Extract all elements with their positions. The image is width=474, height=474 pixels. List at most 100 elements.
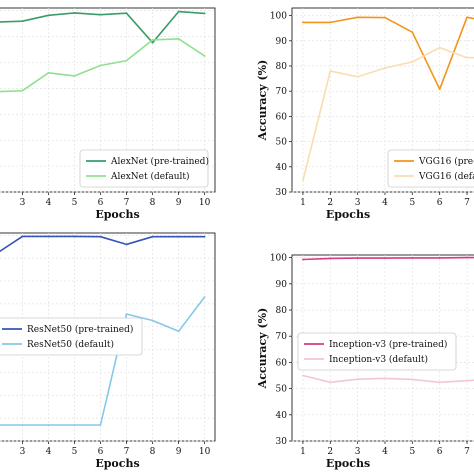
data-point: [99, 424, 102, 426]
x-tick-label: 3: [20, 447, 26, 457]
x-axis-title: Epochs: [95, 457, 139, 470]
legend-box: [79, 149, 209, 188]
legend-entry: VGG16 (pre-trained): [418, 156, 474, 167]
data-point: [125, 12, 128, 15]
legend-entry: Inception-v3 (default): [329, 354, 428, 365]
series-line-pretrained: [302, 256, 474, 261]
legend-box: [297, 332, 457, 371]
data-point: [47, 235, 50, 238]
y-tick-label: 100: [270, 12, 287, 22]
data-point: [99, 13, 102, 16]
x-tick-label: 4: [382, 198, 388, 208]
data-point: [411, 256, 414, 259]
y-tick-label: 80: [276, 62, 288, 72]
x-tick-label: 10: [199, 447, 211, 457]
series-line-default: [302, 46, 474, 181]
series-line-default: [302, 374, 474, 384]
data-point: [411, 61, 414, 63]
data-point: [125, 313, 128, 316]
data-point: [356, 257, 359, 260]
data-point: [356, 75, 359, 78]
data-point: [302, 179, 304, 182]
data-point: [151, 235, 154, 238]
data-point: [302, 258, 304, 261]
data-point: [302, 21, 304, 24]
data-point: [151, 41, 154, 44]
data-point: [384, 16, 386, 19]
y-tick-label: 80: [276, 306, 288, 316]
x-tick-label: 5: [409, 198, 415, 208]
data-point: [329, 21, 332, 24]
data-point: [302, 374, 304, 377]
data-point: [125, 243, 128, 246]
data-point: [203, 55, 206, 57]
x-tick-label: 7: [124, 447, 130, 457]
data-point: [177, 10, 180, 13]
data-point: [466, 379, 468, 382]
y-tick-label: 60: [276, 358, 288, 368]
series-line-pretrained: [0, 10, 205, 44]
x-tick-label: 8: [150, 198, 156, 208]
data-point: [177, 37, 180, 40]
legend-entry: ResNet50 (default): [27, 339, 114, 350]
y-axis-title: Accuracy (%): [256, 308, 269, 390]
series-line-default: [0, 37, 206, 93]
series-line-default: [0, 296, 206, 426]
y-tick-label: 50: [276, 138, 288, 148]
data-point: [356, 16, 359, 19]
x-tick-label: 5: [409, 447, 415, 457]
data-point: [47, 14, 50, 17]
x-tick-label: 4: [46, 447, 52, 457]
legend-box: [387, 149, 474, 188]
data-point: [203, 12, 206, 15]
x-tick-label: 3: [20, 198, 26, 208]
x-tick-label: 1: [300, 447, 306, 457]
data-point: [411, 31, 414, 34]
x-tick-label: 6: [437, 447, 443, 457]
x-tick-label: 7: [464, 198, 470, 208]
series-line-pretrained: [302, 16, 474, 90]
x-tick-label: 2: [327, 447, 333, 457]
legend-box: [0, 317, 143, 356]
data-point: [438, 88, 441, 91]
legend-entry: AlexNet (pre-trained): [110, 156, 209, 167]
data-point: [438, 256, 441, 259]
data-point: [384, 67, 386, 69]
data-point: [438, 46, 441, 49]
x-tick-label: 1: [300, 198, 306, 208]
x-tick-label: 5: [72, 198, 78, 208]
legend-entry: VGG16 (default): [418, 171, 474, 182]
x-tick-label: 10: [199, 198, 211, 208]
x-axis-title: Epochs: [326, 457, 370, 470]
x-tick-label: 6: [98, 447, 104, 457]
y-tick-label: 50: [276, 385, 288, 395]
chart-panel-bottom-left: 12345678910EpochsResNet50 (pre-trained)R…: [0, 232, 216, 470]
data-point: [47, 71, 50, 74]
x-tick-label: 9: [176, 198, 182, 208]
data-point: [73, 424, 76, 426]
data-point: [177, 330, 180, 333]
data-point: [466, 256, 468, 259]
data-point: [21, 89, 24, 92]
data-point: [177, 235, 180, 238]
x-tick-label: 9: [176, 447, 182, 457]
data-point: [466, 56, 468, 59]
data-point: [384, 257, 386, 260]
y-tick-label: 40: [276, 163, 288, 173]
data-point: [21, 424, 24, 426]
data-point: [125, 59, 128, 62]
data-point: [151, 319, 154, 322]
legend-entry: Inception-v3 (pre-trained): [329, 339, 447, 350]
data-point: [384, 377, 386, 380]
legend-entry: ResNet50 (pre-trained): [27, 324, 133, 335]
x-tick-label: 4: [46, 198, 52, 208]
data-point: [21, 235, 24, 238]
x-tick-label: 2: [327, 198, 333, 208]
y-tick-label: 90: [276, 280, 288, 290]
y-tick-label: 100: [270, 254, 287, 264]
data-point: [466, 16, 468, 19]
y-tick-label: 90: [276, 37, 288, 47]
data-point: [47, 424, 50, 426]
series-line-pretrained: [0, 235, 205, 253]
